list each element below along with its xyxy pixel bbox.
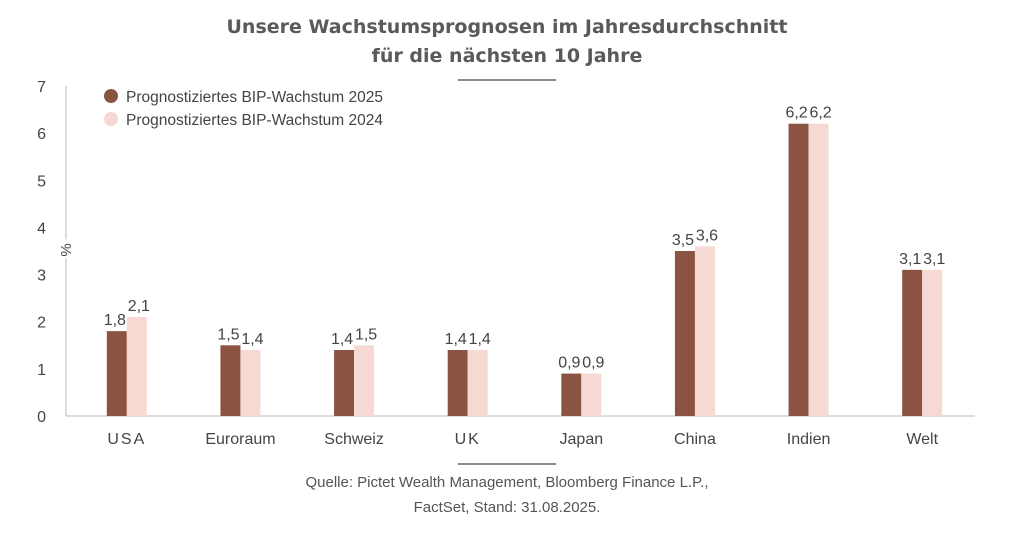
y-tick-label: 2	[37, 315, 46, 332]
data-label-2025: 3,1	[899, 251, 921, 268]
bar-2024	[581, 373, 602, 416]
bar-2025	[902, 269, 923, 416]
data-label-2025: 1,8	[104, 312, 126, 329]
legend-label-2024: Prognostiziertes BIP-Wachstum 2024	[126, 112, 383, 129]
bar-2025	[220, 345, 241, 416]
bar-2025	[334, 350, 355, 416]
data-label-2025: 1,4	[445, 331, 467, 348]
bars	[106, 123, 943, 416]
data-label-2025: 6,2	[785, 105, 807, 122]
bar-2025	[106, 331, 127, 416]
bar-2025	[674, 251, 695, 416]
data-label-2024: 3,1	[923, 251, 945, 268]
data-label-2025: 0,9	[558, 355, 580, 372]
x-category-label: Euroraum	[205, 431, 275, 448]
x-category-label: Schweiz	[324, 431, 384, 448]
x-category-label: USA	[107, 431, 146, 448]
bar-2025	[447, 350, 468, 416]
chart-title-line-2: für die nächsten 10 Jahre	[372, 45, 643, 67]
legend: Prognostiziertes BIP-Wachstum 2025 Progn…	[104, 89, 383, 129]
bar-2024	[694, 246, 715, 416]
legend-label-2025: Prognostiziertes BIP-Wachstum 2025	[126, 89, 383, 106]
data-label-2024: 6,2	[809, 105, 831, 122]
y-tick-label: 7	[37, 79, 46, 96]
bar-2024	[808, 123, 829, 416]
data-label-2024: 1,4	[241, 331, 263, 348]
y-tick-label: 6	[37, 126, 46, 143]
x-category-label: China	[674, 431, 716, 448]
data-label-2024: 2,1	[128, 298, 150, 315]
source-line-2: FactSet, Stand: 31.08.2025.	[414, 499, 601, 516]
bar-2024	[240, 350, 261, 416]
chart-title-line-1: Unsere Wachstumsprognosen im Jahresdurch…	[227, 16, 788, 38]
y-tick-label: 4	[37, 220, 46, 237]
source-line-1: Quelle: Pictet Wealth Management, Bloomb…	[305, 474, 708, 491]
data-labels: 1,82,11,5 1,4 1,4 1,5 1,4 1,40,9 0,93,5 3,66,2 6…	[104, 105, 946, 372]
x-category-label: Japan	[560, 431, 604, 448]
data-label-2024: 3,6	[696, 227, 718, 244]
data-label-2024: 1,5	[355, 326, 377, 343]
bar-2024	[467, 350, 488, 416]
y-tick-label: 5	[37, 173, 46, 190]
data-label-2024: 0,9	[582, 355, 604, 372]
data-label-2024: 1,4	[469, 331, 491, 348]
data-label-2025: 1,5	[217, 326, 239, 343]
axes: 0 1 2 3 4 5 6 7 USA Euroraum Schweiz UK Japan China In…	[37, 79, 975, 448]
y-axis-label: %	[58, 243, 75, 256]
y-tick-label: 1	[37, 362, 46, 379]
x-category-label: UK	[455, 431, 481, 448]
x-category-label: Indien	[787, 431, 831, 448]
bar-2024	[126, 317, 147, 416]
legend-marker-2024	[104, 112, 118, 126]
data-label-2025: 3,5	[672, 232, 694, 249]
y-tick-label: 0	[37, 409, 46, 426]
bar-2025	[788, 123, 809, 416]
bar-2024	[922, 269, 943, 416]
data-label-2025: 1,4	[331, 331, 353, 348]
x-category-label: Welt	[906, 431, 938, 448]
y-tick-label: 3	[37, 268, 46, 285]
legend-marker-2025	[104, 89, 118, 103]
bar-2024	[354, 345, 375, 416]
bar-2025	[561, 373, 582, 416]
